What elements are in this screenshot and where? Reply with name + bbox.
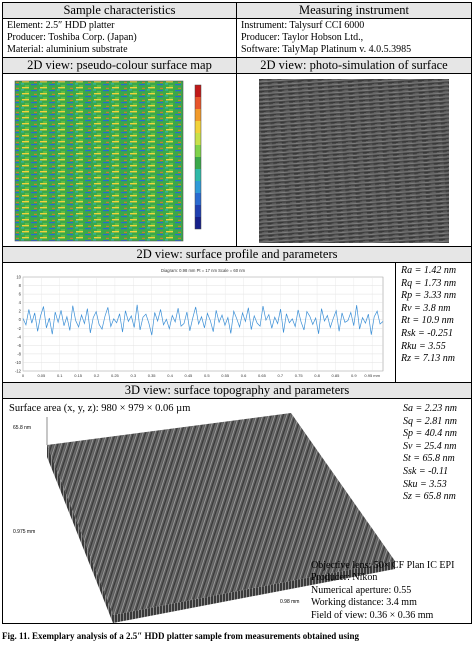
param-rku: Rku = 3.55 <box>401 340 446 352</box>
x-tick-label: 0.45 <box>185 373 194 378</box>
y-tick-label: 10 <box>16 275 21 280</box>
figure-caption: Fig. 11. Exemplary analysis of a 2.5″ HD… <box>2 631 359 641</box>
sample-element: Element: 2.5″ HDD platter <box>7 20 115 31</box>
pseudo-colour-map-cell: 2D view: pseudo-colour surface map <box>2 57 237 247</box>
photo-surface-area <box>259 79 449 243</box>
sample-material: Material: aluminium substrate <box>7 44 128 55</box>
y-tick-label: -4 <box>17 334 21 339</box>
z-axis-label: 65.8 nm <box>13 425 32 431</box>
x-tick-label: 0.25 <box>111 373 120 378</box>
photo-simulation-cell: 2D view: photo-simulation of surface <box>236 57 472 247</box>
y-tick-label: -12 <box>15 369 22 374</box>
x-tick-label: 0.1 <box>57 373 63 378</box>
sample-characteristics-cell: Sample characteristics Element: 2.5″ HDD… <box>2 2 237 58</box>
x-tick-label: 0.35 <box>148 373 157 378</box>
x-tick-label: 0.95 mm <box>364 373 380 378</box>
x-tick-label: 0.6 <box>241 373 247 378</box>
profile-header: 2D view: surface profile and parameters <box>3 247 471 263</box>
x-tick-label: 0.55 <box>221 373 230 378</box>
objective-aperture: Numerical aperture: 0.55 <box>311 584 412 596</box>
y-tick-label: 0 <box>19 317 22 322</box>
param-rv: Rv = 3.8 nm <box>401 302 451 314</box>
sample-producer: Producer: Toshiba Corp. (Japan) <box>7 32 137 43</box>
measuring-instrument-cell: Measuring instrument Instrument: Talysur… <box>236 2 472 58</box>
chart-title: Diagram: 0.98 mm Pt = 17 nm Scale = 60 n… <box>161 268 246 273</box>
param-ssk: Ssk = -0.11 <box>403 465 449 477</box>
y-tick-label: 8 <box>19 283 22 288</box>
photo-simulation-header: 2D view: photo-simulation of surface <box>237 58 471 74</box>
y-tick-label: -2 <box>17 326 21 331</box>
param-sv: Sv = 25.4 nm <box>403 440 457 452</box>
measuring-instrument-header: Measuring instrument <box>237 3 471 19</box>
x-tick-label: 0.4 <box>167 373 173 378</box>
surface-left-side <box>47 445 113 623</box>
roughness-params: Ra = 1.42 nm Rq = 1.73 nm Rp = 3.33 nm R… <box>401 265 456 366</box>
x-tick-label: 0.9 <box>351 373 357 378</box>
y-tick-label: -8 <box>17 351 21 356</box>
profile-series-line <box>22 304 384 336</box>
param-st: St = 65.8 nm <box>403 453 455 465</box>
objective-info: Objective lens: 50× CF Plan IC EPI Produ… <box>311 560 454 622</box>
topography-3d-image <box>46 413 395 623</box>
sample-characteristics-header: Sample characteristics <box>3 3 236 19</box>
topography-header: 3D view: surface topography and paramete… <box>3 383 471 399</box>
objective-distance: Working distance: 3.4 mm <box>311 597 417 609</box>
y-tick-label: 6 <box>19 292 22 297</box>
param-rq: Rq = 1.73 nm <box>401 277 457 289</box>
y-tick-label: -10 <box>15 360 22 365</box>
x-tick-label: 0.7 <box>278 373 284 378</box>
param-sq: Sq = 2.81 nm <box>403 415 457 427</box>
x-tick-label: 0.75 <box>295 373 304 378</box>
param-ra: Ra = 1.42 nm <box>401 265 457 276</box>
objective-fov: Field of view: 0.36 × 0.36 mm <box>311 609 434 621</box>
instrument-name: Instrument: Talysurf CCI 6000 <box>241 20 365 31</box>
y-axis-label: 0.975 mm <box>13 529 36 535</box>
topography-cell: 3D view: surface topography and paramete… <box>2 382 472 624</box>
objective-lens: Objective lens: 50× CF Plan IC EPI <box>311 560 455 571</box>
x-tick-label: 0.05 <box>37 373 46 378</box>
x-tick-label: 0 <box>22 373 25 378</box>
x-tick-label: 0.15 <box>74 373 83 378</box>
param-rt: Rt = 10.9 nm <box>401 315 454 327</box>
x-tick-label: 0.65 <box>258 373 267 378</box>
instrument-producer: Producer: Taylor Hobson Ltd., <box>241 32 364 43</box>
y-tick-label: 2 <box>19 309 22 314</box>
areal-params: Sa = 2.23 nm Sq = 2.81 nm Sp = 40.4 nm S… <box>403 403 457 504</box>
profile-chart: Diagram: 0.98 mm Pt = 17 nm Scale = 60 n… <box>15 268 384 378</box>
surface-area-label: Surface area (x, y, z): 980 × 979 × 0.06… <box>9 403 191 414</box>
pseudo-colour-map-header: 2D view: pseudo-colour surface map <box>3 58 236 74</box>
x-tick-label: 0.2 <box>94 373 100 378</box>
x-tick-label: 0.85 <box>332 373 341 378</box>
y-tick-label: -6 <box>17 343 21 348</box>
photo-simulation-image <box>259 79 449 243</box>
x-tick-label: 0.3 <box>130 373 136 378</box>
surface-front-side <box>113 561 395 623</box>
param-sz: Sz = 65.8 nm <box>403 491 456 503</box>
surface-top-face <box>47 413 395 615</box>
profile-chart-panel: Diagram: 0.98 mm Pt = 17 nm Scale = 60 n… <box>3 263 396 382</box>
param-sp: Sp = 40.4 nm <box>403 428 457 440</box>
param-rp: Rp = 3.33 nm <box>401 290 457 302</box>
profile-cell: 2D view: surface profile and parameters … <box>2 246 472 383</box>
y-tick-label: 4 <box>19 300 22 305</box>
instrument-software: Software: TalyMap Platinum v. 4.0.5.3985 <box>241 44 412 55</box>
surface-map-area <box>15 81 183 241</box>
colour-scale-icon <box>194 84 202 230</box>
param-sa: Sa = 2.23 nm <box>403 403 457 414</box>
param-rz: Rz = 7.13 nm <box>401 353 455 365</box>
x-axis-label: 0.98 mm <box>280 599 300 605</box>
x-tick-label: 0.5 <box>204 373 210 378</box>
param-rsk: Rsk = -0.251 <box>401 327 454 339</box>
x-tick-label: 0.8 <box>314 373 320 378</box>
objective-producer: Producer: Nikon <box>311 572 378 584</box>
param-sku: Sku = 3.53 <box>403 478 447 490</box>
pseudo-colour-map-image <box>14 80 202 242</box>
